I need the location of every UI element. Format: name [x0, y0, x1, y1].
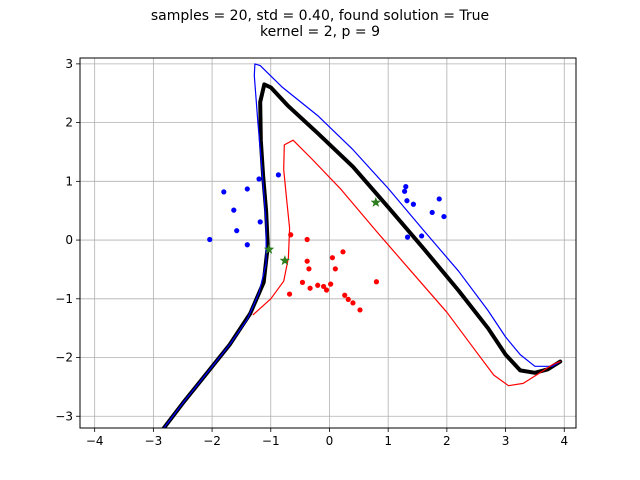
data-point	[306, 266, 312, 272]
data-point	[256, 176, 262, 182]
data-point	[373, 279, 380, 285]
y-tick-label: −1	[55, 292, 73, 306]
blue-margin-curve	[163, 63, 561, 428]
data-point	[244, 242, 250, 248]
data-point	[332, 266, 338, 272]
data-point	[402, 188, 408, 194]
data-point	[328, 281, 334, 287]
data-point	[441, 213, 447, 220]
x-tick-label: 1	[384, 434, 392, 448]
red-margin-curve	[252, 139, 561, 387]
star-marker	[263, 244, 275, 254]
x-tick-label: 4	[560, 434, 568, 448]
y-tick-label: 0	[65, 233, 73, 247]
data-point	[299, 279, 306, 285]
data-point	[244, 186, 250, 192]
data-point	[288, 232, 294, 238]
y-tick-label: 1	[65, 174, 73, 188]
grid-lines	[80, 58, 576, 428]
data-point	[404, 234, 411, 240]
chart-title-line-2: kernel = 2, p = 9	[260, 24, 380, 40]
data-point	[275, 172, 281, 178]
x-tick-label: 2	[443, 434, 451, 448]
data-point	[307, 285, 313, 291]
chart-title-line-1: samples = 20, std = 0.40, found solution…	[150, 8, 490, 24]
decision-curves	[161, 63, 563, 428]
data-point	[342, 292, 348, 298]
data-point	[419, 233, 425, 239]
data-point	[257, 219, 263, 225]
star-marker	[370, 197, 382, 207]
data-point	[231, 207, 237, 213]
x-tick-label: −2	[203, 434, 221, 448]
data-point	[429, 209, 435, 216]
data-point	[436, 196, 442, 202]
x-tick-label: 0	[326, 434, 334, 448]
data-point	[304, 236, 310, 243]
data-point	[286, 291, 293, 297]
data-point	[350, 300, 356, 306]
data-point	[340, 249, 346, 255]
data-point	[234, 228, 240, 234]
x-tick-label: −3	[145, 434, 163, 448]
data-point	[404, 198, 410, 204]
data-point	[320, 283, 327, 290]
x-tick-label: −1	[262, 434, 280, 448]
y-tick-label: 2	[65, 116, 73, 130]
data-point	[357, 307, 363, 313]
data-point	[403, 184, 409, 190]
plot-frame	[79, 57, 577, 429]
data-point	[304, 258, 310, 264]
y-tick-label: −2	[55, 351, 73, 365]
data-point	[315, 282, 321, 288]
y-tick-label: 3	[65, 57, 73, 71]
data-points	[207, 172, 447, 313]
data-point	[323, 287, 330, 293]
data-point	[345, 296, 351, 302]
data-point	[221, 189, 227, 195]
data-point	[207, 236, 213, 243]
data-point	[410, 201, 417, 207]
axis-ticks: −4 −3 −2 −1 0 1 2 3 4 −3 −2 −1 0 1 2 3	[55, 57, 568, 448]
x-tick-label: 3	[502, 434, 510, 448]
star-marker	[279, 255, 291, 266]
data-point	[329, 255, 336, 261]
decision-boundary-curve	[161, 82, 563, 428]
x-tick-label: −4	[86, 434, 104, 448]
y-tick-label: −3	[55, 409, 73, 423]
